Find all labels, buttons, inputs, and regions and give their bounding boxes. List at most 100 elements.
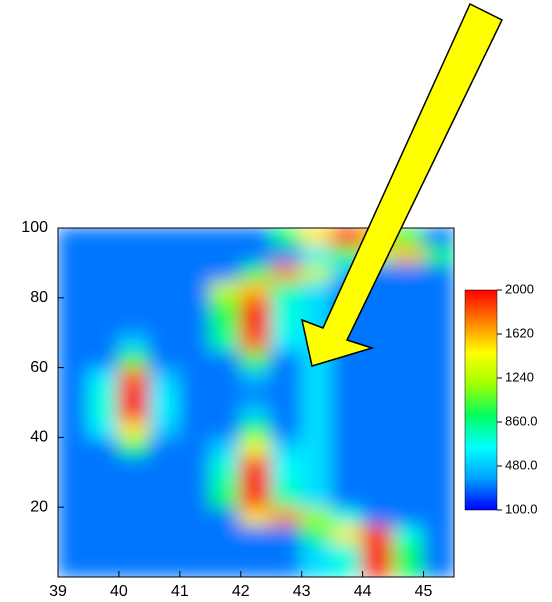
heatmap-cell [148,454,180,473]
heatmap-cell [209,297,241,316]
heatmap-cell [240,349,272,368]
x-tick-label: 41 [171,583,189,600]
heatmap-cell [57,314,89,333]
heatmap-cell [301,297,333,316]
heatmap-cell [392,419,424,438]
heatmap-cell [331,227,363,246]
heatmap-cell [57,262,89,281]
heatmap-cell [270,297,302,316]
x-tick-label: 40 [110,583,128,600]
heatmap-cell [179,349,211,368]
heatmap-cell [392,559,424,578]
heatmap-cell [423,367,455,386]
y-tick-label: 80 [30,289,48,306]
heatmap-cell [423,541,455,560]
heatmap-cell [270,506,302,525]
heatmap-cell [240,541,272,560]
heatmap-cell [392,332,424,351]
heatmap-cell [301,436,333,455]
heatmap-cell [423,262,455,281]
heatmap-cell [148,541,180,560]
heatmap-cell [148,279,180,298]
heatmap-cell [270,489,302,508]
heatmap-cell [118,471,150,490]
heatmap-cell [118,349,150,368]
heatmap-cell [331,419,363,438]
heatmap-cell [118,262,150,281]
heatmap-cell [148,367,180,386]
heatmap-cell [240,279,272,298]
heatmap-cell [179,297,211,316]
heatmap-cell [87,314,119,333]
heatmap-cell [392,541,424,560]
heatmap-cell [179,489,211,508]
heatmap-cell [270,349,302,368]
heatmap-cell [362,367,394,386]
heatmap-cell [331,402,363,421]
heatmap-cell [209,314,241,333]
heatmap-cell [423,402,455,421]
heatmap-cell [87,506,119,525]
heatmap-cell [57,506,89,525]
heatmap-cell [392,244,424,263]
heatmap-cell [209,402,241,421]
heatmap-cell [301,541,333,560]
heatmap-cell [331,541,363,560]
heatmap-cell [87,541,119,560]
heatmap-cell [148,402,180,421]
heatmap-cell [392,524,424,543]
heatmap-cell [331,367,363,386]
heatmap-cell [270,559,302,578]
colorbar-tick-label: 860.0 [505,413,538,428]
heatmap-cell [423,227,455,246]
heatmap-cell [392,489,424,508]
heatmap-cell [87,244,119,263]
heatmap-cell [148,262,180,281]
heatmap-cell [331,471,363,490]
x-tick-label: 39 [49,583,67,600]
heatmap-cell [179,279,211,298]
heatmap-cell [209,471,241,490]
heatmap-cell [179,367,211,386]
heatmap-cell [148,314,180,333]
heatmap-cell [148,332,180,351]
heatmap-cell [209,419,241,438]
heatmap-cell [118,454,150,473]
heatmap-cell [209,506,241,525]
heatmap-cell [392,262,424,281]
heatmap-cell [270,314,302,333]
y-tick-label: 40 [30,429,48,446]
y-tick-label: 60 [30,359,48,376]
heatmap-cell [362,314,394,333]
heatmap-cell [118,402,150,421]
heatmap-cell [362,436,394,455]
heatmap-cell [423,506,455,525]
heatmap-cell [148,244,180,263]
heatmap-cell [240,489,272,508]
heatmap-cell [179,332,211,351]
heatmap-cell [301,367,333,386]
heatmap-cell [148,506,180,525]
heatmap-cell [301,402,333,421]
heatmap-cell [423,314,455,333]
heatmap-cell [392,297,424,316]
heatmap-cell [331,559,363,578]
heatmap-cell [209,541,241,560]
heatmap-cell [87,489,119,508]
heatmap-cell [362,471,394,490]
heatmap-cell [362,349,394,368]
heatmap [57,227,455,578]
heatmap-cell [301,262,333,281]
heatmap-cell [362,524,394,543]
heatmap-cell [240,297,272,316]
heatmap-cell [118,506,150,525]
heatmap-cell [423,454,455,473]
heatmap-cell [87,454,119,473]
y-tick-label: 100 [21,219,48,236]
heatmap-cell [179,436,211,455]
heatmap-cell [270,524,302,543]
heatmap-cell [148,419,180,438]
heatmap-cell [301,454,333,473]
colorbar-tick-label: 480.0 [505,457,538,472]
colorbar-tick-label: 1620 [505,325,534,340]
